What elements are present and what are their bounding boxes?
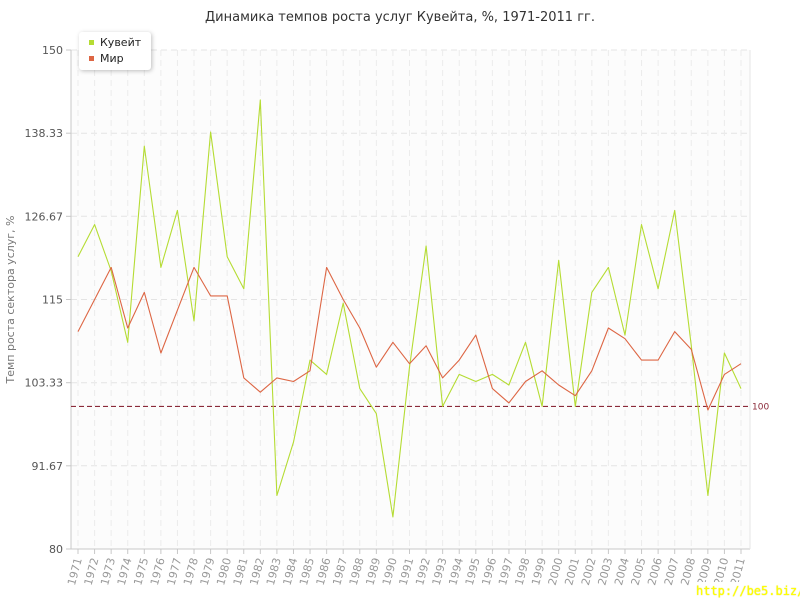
axes <box>66 49 751 554</box>
watermark: http://be5.biz/ <box>696 582 800 600</box>
series-line-kuwait[interactable] <box>77 99 742 518</box>
legend-label-kuwait: Кувейт <box>100 36 142 49</box>
series-line-world[interactable] <box>77 266 742 411</box>
y-tick-label: 80 <box>49 543 63 556</box>
y-tick-label: 138.33 <box>25 127 64 140</box>
legend-swatch-world <box>89 55 94 61</box>
y-tick-label: 115 <box>42 294 63 307</box>
x-tick-labels: 1971197219731974197519761977197819791980… <box>65 556 748 586</box>
y-tick-label: 126.67 <box>25 210 64 223</box>
legend-item-world[interactable]: Мир <box>89 52 124 66</box>
legend-label-world: Мир <box>100 52 124 65</box>
y-axis-label: Темп роста сектора услуг, % <box>4 215 17 384</box>
reference-line-label: 100 <box>752 402 769 412</box>
grid <box>71 49 750 550</box>
reference-line-group: 100 <box>71 402 769 412</box>
chart-title: Динамика темпов роста услуг Кувейта, %, … <box>205 10 595 25</box>
series-group <box>77 99 742 518</box>
legend: Кувейт Мир <box>79 32 151 70</box>
y-tick-label: 103.33 <box>25 377 64 390</box>
y-tick-label: 150 <box>42 44 63 57</box>
legend-item-kuwait[interactable]: Кувейт <box>89 36 141 50</box>
y-tick-labels: 150 138.33 126.67 115 103.33 91.67 80 <box>25 44 64 556</box>
legend-swatch-kuwait <box>89 39 94 45</box>
y-tick-label: 91.67 <box>32 460 64 473</box>
